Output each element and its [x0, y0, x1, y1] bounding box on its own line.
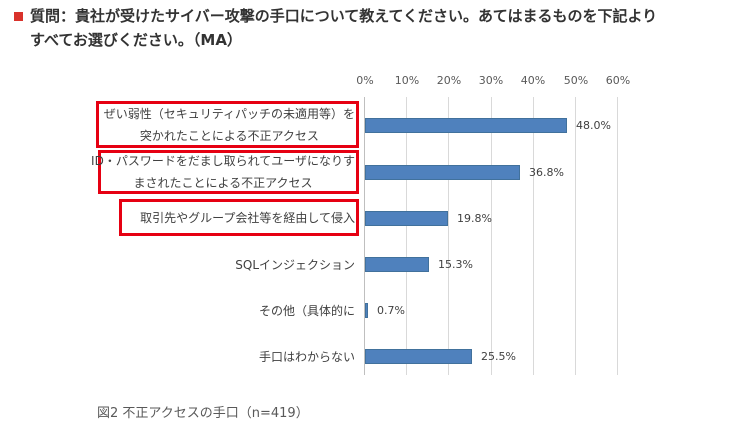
bar-5 [365, 303, 368, 318]
question-line-2: すべてお選びください。（MA） [30, 31, 242, 49]
tick-0: 0% [356, 74, 374, 87]
question-line-1: 質問：貴社が受けたサイバー攻撃の手口について教えてください。あてはまるものを下記… [30, 7, 658, 25]
category-label-2: ID・パスワードをだまし取られてユーザになりす まされたことによる不正アクセス [91, 150, 355, 194]
category-label-6: 手口はわからない [258, 350, 355, 364]
figure-caption: 図2 不正アクセスの手口（n=419） [97, 406, 309, 421]
bar-4 [365, 257, 429, 272]
question-marker [14, 12, 23, 21]
tick-50: 50% [563, 74, 589, 87]
value-label-3: 19.8% [457, 212, 492, 225]
value-label-6: 25.5% [481, 350, 516, 363]
gridline-30 [491, 97, 492, 375]
category-label-4: SQLインジェクション [235, 258, 355, 272]
bar-1 [365, 118, 567, 133]
gridline-20 [448, 97, 449, 375]
tick-20: 20% [436, 74, 462, 87]
highlight-box-3 [119, 199, 359, 236]
bar-2 [365, 165, 520, 180]
question-text: 質問：貴社が受けたサイバー攻撃の手口について教えてください。あてはまるものを下記… [30, 4, 730, 52]
gridline-60 [617, 97, 618, 375]
tick-60: 60% [605, 74, 631, 87]
bar-3 [365, 211, 448, 226]
x-axis-ticks: 0% 10% 20% 30% 40% 50% 60% [0, 74, 741, 94]
category-label-5: その他（具体的に [258, 304, 355, 318]
tick-40: 40% [520, 74, 546, 87]
value-label-1: 48.0% [576, 119, 611, 132]
value-label-4: 15.3% [438, 258, 473, 271]
category-label-1-line-1: ぜい弱性（セキュリティパッチの未適用等）を [103, 107, 355, 121]
value-label-2: 36.8% [529, 166, 564, 179]
category-label-3: 取引先やグループ会社等を経由して侵入 [140, 211, 355, 225]
gridline-50 [575, 97, 576, 375]
category-label-1-line-2: 突かれたことによる不正アクセス [139, 129, 319, 143]
gridline-10 [406, 97, 407, 375]
category-label-2-line-2: まされたことによる不正アクセス [133, 176, 313, 190]
category-label-2-line-1: ID・パスワードをだまし取られてユーザになりす [91, 154, 355, 168]
value-label-5: 0.7% [377, 304, 405, 317]
category-label-1: ぜい弱性（セキュリティパッチの未適用等）を 突かれたことによる不正アクセス [104, 103, 355, 147]
y-axis-line [364, 97, 365, 375]
highlight-box-2 [98, 150, 359, 194]
tick-30: 30% [478, 74, 504, 87]
highlight-box-1 [96, 101, 359, 148]
gridline-40 [533, 97, 534, 375]
tick-10: 10% [394, 74, 420, 87]
bar-6 [365, 349, 472, 364]
